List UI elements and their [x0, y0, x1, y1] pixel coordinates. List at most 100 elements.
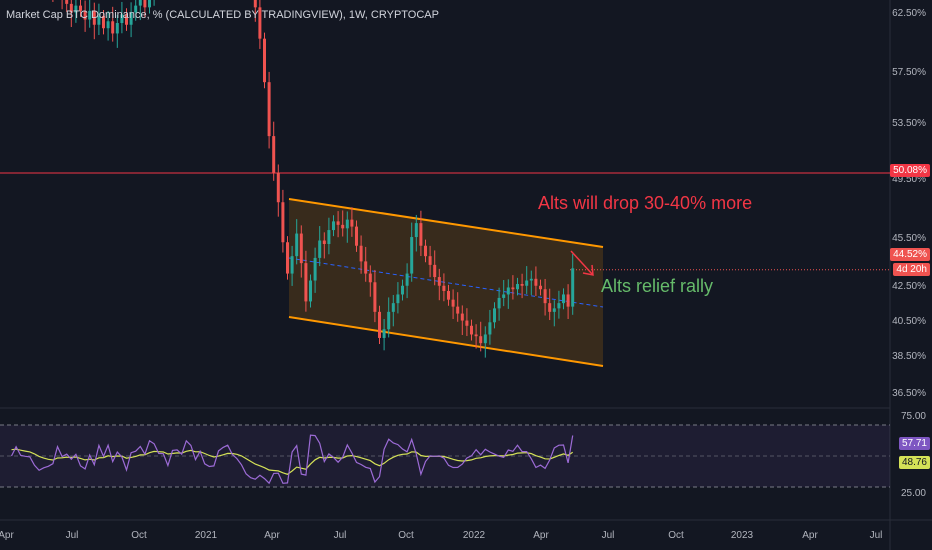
candle-body [299, 233, 303, 264]
candle-body [129, 12, 133, 25]
time-tick: Jul [65, 530, 79, 541]
candle-body [493, 308, 496, 323]
arrow-head [582, 264, 594, 276]
time-tick: Apr [802, 530, 818, 541]
candle-body [115, 23, 119, 34]
candle-body [401, 285, 404, 295]
price-tick: 45.50% [892, 233, 926, 244]
candle-body [263, 38, 266, 83]
candle-body [566, 294, 570, 307]
candle-body [424, 245, 427, 257]
candle-body [378, 311, 381, 338]
time-tick: 2021 [194, 530, 218, 541]
rsi-tick: 75.00 [900, 411, 926, 422]
time-tick: Apr [264, 530, 280, 541]
candle-body [272, 136, 276, 173]
candle-body [267, 82, 271, 137]
candle-body [391, 303, 395, 312]
candle-body [543, 289, 547, 304]
time-tick: Oct [398, 530, 414, 541]
time-tick: Jul [601, 530, 615, 541]
last-price-badge: 44.52% [890, 248, 930, 261]
price-tick: 49.50% [892, 174, 926, 185]
candle-body [562, 294, 565, 304]
price-tick: 57.50% [892, 67, 926, 78]
candle-body [318, 240, 322, 258]
candle-body [290, 256, 294, 274]
price-tick: 62.50% [892, 8, 926, 19]
candle-body [74, 5, 78, 13]
candle-body [134, 5, 138, 13]
candle-body [65, 0, 69, 4]
candle-body [69, 3, 73, 13]
candle-body [557, 303, 561, 309]
candle-body [382, 329, 386, 338]
candle-body [253, 0, 257, 8]
candle-body [534, 278, 538, 286]
candle-body [281, 202, 285, 243]
channel-upper-line [288, 198, 604, 248]
rsi-tick: 25.00 [900, 488, 926, 499]
candle-body [488, 322, 492, 335]
candle-body [125, 14, 128, 25]
candle-body [295, 233, 299, 257]
price-tick: 38.50% [892, 351, 926, 362]
candle-body [97, 16, 101, 25]
candle-body [88, 10, 92, 20]
candle-body [511, 287, 515, 290]
candle-body [470, 325, 473, 335]
candle-body [92, 10, 96, 25]
candle-body [548, 303, 552, 312]
candle-body [341, 224, 345, 229]
channel-mid-line [288, 257, 604, 308]
candle-body [258, 7, 262, 39]
candle-body [111, 21, 115, 34]
time-tick: Apr [0, 530, 14, 541]
rally-annotation[interactable]: Alts relief rally [601, 276, 714, 296]
price-tick: 42.50% [892, 281, 926, 292]
candle-body [552, 308, 556, 312]
candle-body [419, 223, 423, 246]
candle-body [520, 284, 524, 286]
time-tick: 2023 [730, 530, 754, 541]
time-tick: Jul [333, 530, 347, 541]
candle-body [447, 290, 450, 300]
candle-body [428, 256, 432, 265]
candle-body [502, 294, 506, 298]
candle-body [525, 280, 529, 286]
candle-body [345, 219, 349, 229]
time-tick: Jul [869, 530, 883, 541]
candle-body [437, 277, 441, 286]
candle-body [336, 221, 340, 225]
candle-body [148, 0, 151, 8]
candle-body [120, 14, 124, 24]
candle-body [414, 223, 418, 238]
candle-body [350, 219, 354, 227]
price-tick: 36.50% [892, 388, 926, 399]
candle-body [364, 261, 368, 274]
candle-body [396, 294, 400, 304]
rsi-ma-line [11, 448, 574, 475]
price-tick: 40.50% [892, 316, 926, 327]
chart-title: Market Cap BTC Dominance, % (CALCULATED … [6, 9, 439, 21]
arrow-shaft [570, 250, 594, 276]
candle-body [332, 221, 335, 231]
channel-fill [289, 199, 603, 366]
candle-body [483, 334, 487, 344]
candle-body [276, 172, 280, 203]
candle-body [529, 278, 533, 281]
time-tick: Oct [131, 530, 147, 541]
candle-body [83, 10, 87, 20]
candle-body [304, 263, 308, 302]
rsi-ma-badge: 48.76 [898, 456, 930, 469]
candle-body [539, 285, 542, 290]
candle-body [516, 284, 519, 290]
candle-body [373, 282, 377, 312]
rsi-value-badge: 57.71 [898, 437, 930, 450]
candle-body [368, 273, 372, 283]
drop-annotation[interactable]: Alts will drop 30-40% more [538, 193, 753, 213]
price-tick: 53.50% [892, 118, 926, 129]
candle-body [410, 237, 414, 274]
candle-body [506, 287, 510, 295]
